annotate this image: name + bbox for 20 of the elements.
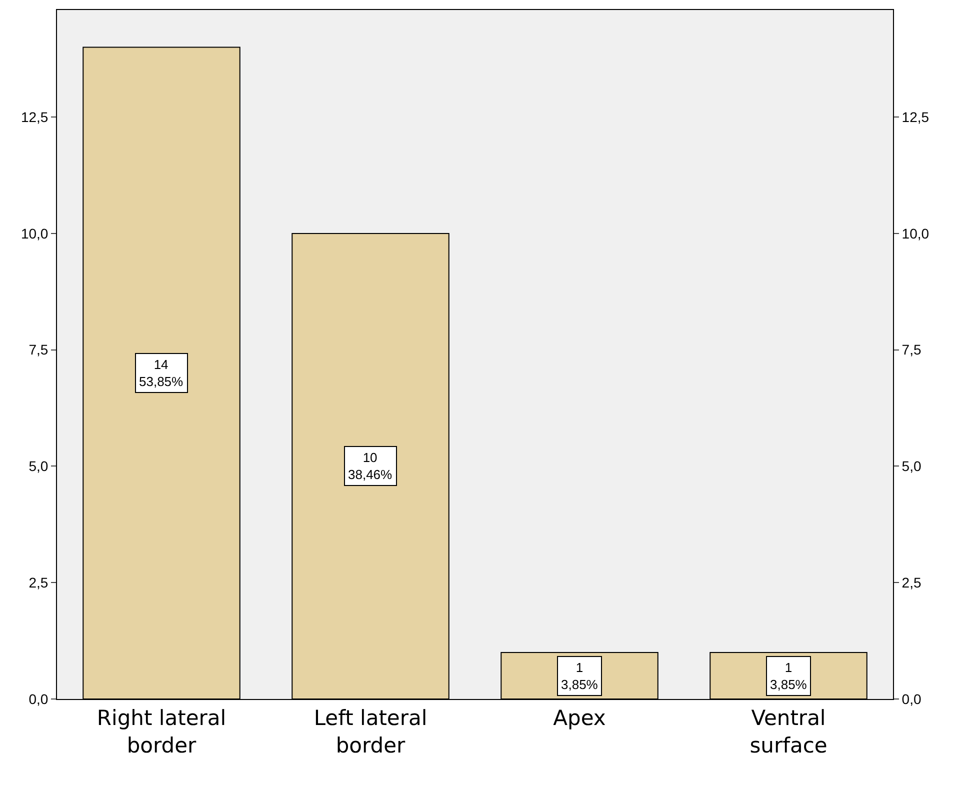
data-label: 10 38,46% [348,450,393,482]
y2-tick-label: 10,0 [902,225,930,242]
y2-tick-label: 12,5 [902,108,930,125]
y-tick-label: 7,5 [28,342,48,358]
y-tick-label: 10,0 [20,225,48,242]
x-tick-label: Ventral surface [750,706,828,758]
y-tick-label: 0,0 [28,690,48,707]
x-tick-label: Apex [553,706,606,730]
x-tick-label: Right lateral border [96,706,226,758]
y-tick-label: 5,0 [28,458,48,474]
y2-tick-label: 0,0 [902,690,922,707]
y2-tick-label: 2,5 [902,574,922,591]
x-tick-label: Left lateral border [314,706,428,758]
data-label: 14 53,85% [139,357,184,389]
y2-tick-label: 7,5 [902,342,922,358]
data-label: 1 3,85% [561,660,598,692]
y-tick-label: 12,5 [20,108,48,125]
y-tick-label: 2,5 [28,574,48,591]
y2-tick-label: 5,0 [902,458,922,474]
data-label: 1 3,85% [770,660,808,692]
